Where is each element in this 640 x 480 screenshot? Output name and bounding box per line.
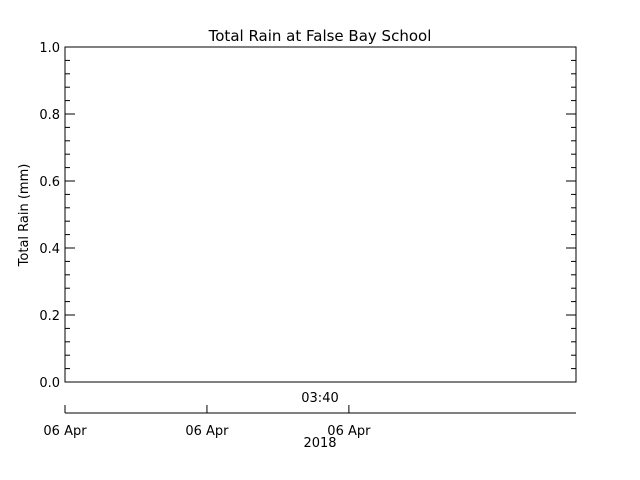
y-tick-label: 0.4 [39, 242, 60, 257]
y-tick-label: 1.0 [39, 41, 60, 56]
plot-frame [64, 46, 577, 383]
date-tick-label: 06 Apr [185, 424, 229, 439]
y-axis-ticks [65, 46, 576, 383]
y-axis-labels: 0.0 0.2 0.4 0.6 0.8 1.0 [39, 41, 60, 391]
date-tick-label: 06 Apr [43, 424, 87, 439]
y-axis-title: Total Rain (mm) [17, 164, 32, 268]
date-tick-label: 06 Apr [327, 424, 371, 439]
y-tick-label: 0.2 [39, 309, 60, 324]
year-label: 2018 [303, 436, 336, 451]
y-tick-label: 0.0 [39, 376, 60, 391]
y-tick-label: 0.6 [39, 175, 60, 190]
chart-title: Total Rain at False Bay School [208, 27, 432, 45]
date-axis-ticks: 06 Apr 06 Apr 06 Apr [43, 405, 371, 439]
time-axis-label: 03:40 [301, 391, 338, 406]
y-tick-label: 0.8 [39, 108, 60, 123]
